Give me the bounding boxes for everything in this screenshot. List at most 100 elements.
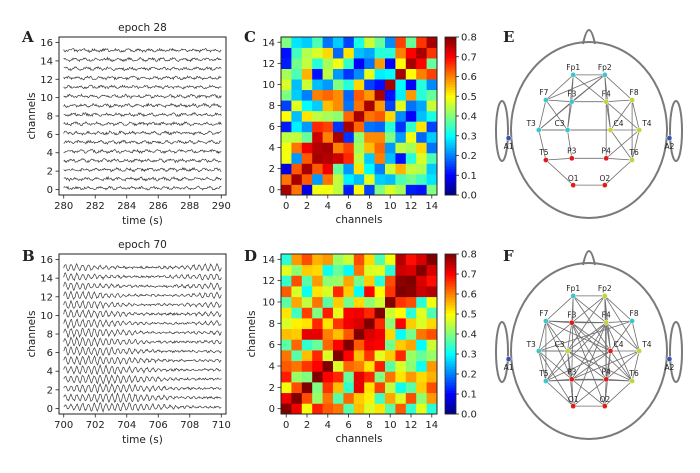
heatmap-cell <box>312 100 323 112</box>
heatmap-cell <box>281 339 292 351</box>
heatmap-cell <box>353 37 365 48</box>
heatmap-cell <box>301 131 313 143</box>
y-tick-label: 8 <box>47 330 53 341</box>
x-tick-label: 700 <box>54 420 73 431</box>
heatmap-cell <box>312 318 323 330</box>
heatmap-cell <box>416 100 427 112</box>
heatmap-cell <box>343 100 355 112</box>
heatmap-cell <box>385 403 396 415</box>
electrode-node <box>636 127 643 133</box>
right-ear-outline <box>669 321 683 383</box>
connection-edge <box>567 322 607 352</box>
colorbar-segment <box>445 302 456 306</box>
heatmap-cell <box>353 152 365 164</box>
heatmap-cell <box>312 152 323 164</box>
heatmap-cell <box>291 360 303 372</box>
colorbar-segment <box>445 126 456 130</box>
heatmap-cell <box>374 79 386 91</box>
heatmap-cell <box>416 37 427 48</box>
y-tick-label: 16 <box>40 255 53 266</box>
heatmap-cell <box>374 371 386 383</box>
heatmap-cell <box>281 371 292 383</box>
y-tick-label: 4 <box>269 362 275 373</box>
heatmap-cell <box>426 142 438 154</box>
heatmap-cell <box>322 142 334 154</box>
colorbar-segment <box>445 376 456 380</box>
electrode-node <box>568 155 575 162</box>
heatmap-cell <box>333 275 344 287</box>
heatmap-cell <box>405 68 417 80</box>
heatmap-cell <box>426 131 438 143</box>
colorbar-tick-label: 0.6 <box>461 290 477 301</box>
heatmap-cell <box>353 286 365 298</box>
connection-edge <box>604 74 633 101</box>
head-outline <box>510 41 668 219</box>
eeg-trace <box>63 65 222 72</box>
heatmap-cell <box>353 110 365 122</box>
eeg-trace <box>63 336 222 348</box>
colorbar-segment <box>445 323 456 327</box>
heatmap-cell <box>374 254 386 266</box>
heatmap-cell <box>416 307 427 319</box>
colorbar-segment <box>445 37 456 41</box>
heatmap-cell <box>395 286 407 298</box>
heatmap-cell <box>322 307 334 319</box>
connection-edge <box>605 322 633 382</box>
heatmap-cell <box>301 68 313 80</box>
y-tick-label: 6 <box>47 130 53 141</box>
heatmap-cell <box>312 110 323 122</box>
heatmap-cell <box>322 254 334 266</box>
electrode-label: C4 <box>614 119 624 128</box>
heatmap-cell <box>353 142 365 154</box>
electrode-node <box>666 356 673 362</box>
heatmap-cell <box>385 163 396 175</box>
eeg-trace <box>63 262 222 272</box>
colorbar-segment <box>445 299 456 303</box>
heatmap-cell <box>281 89 292 101</box>
electrode-node <box>666 135 673 141</box>
connection-edge <box>572 378 607 407</box>
colorbar-segment <box>445 184 456 188</box>
colorbar-segment <box>445 400 456 404</box>
heatmap-cell <box>333 37 344 48</box>
colorbar-segment <box>445 339 456 343</box>
electrode-label: T3 <box>525 340 536 349</box>
eeg-trace <box>63 47 222 54</box>
heatmap-cell <box>385 318 396 330</box>
heatmap-cell <box>385 68 396 80</box>
heatmap-cell <box>322 382 334 394</box>
heatmap-cell <box>364 254 375 266</box>
connection-edge <box>571 322 633 382</box>
electrode-label: T6 <box>628 369 639 378</box>
heatmap-cell <box>353 89 365 101</box>
heatmap-cell <box>353 328 365 340</box>
colorbar-tick-label: 0.3 <box>461 350 477 361</box>
eeg-trace <box>63 271 222 282</box>
panel-label: D <box>244 247 257 265</box>
heatmap-cell <box>364 403 375 415</box>
heatmap-cell <box>395 339 407 351</box>
colorbar-segment <box>445 272 456 276</box>
connection-edge <box>538 322 573 352</box>
heatmap-cell <box>322 328 334 340</box>
x-tick-label: 10 <box>384 420 397 431</box>
heatmap-cell <box>364 318 375 330</box>
electrode-label: P4 <box>602 146 612 155</box>
eeg-trace <box>63 111 222 118</box>
heatmap-cell <box>353 58 365 69</box>
eeg-trace <box>63 308 222 320</box>
heatmap-cell <box>405 392 417 404</box>
colorbar-segment <box>445 360 456 364</box>
panel-label: C <box>244 28 256 46</box>
colorbar-segment <box>445 310 456 314</box>
heatmap-cell <box>385 100 396 112</box>
heatmap-cell <box>333 307 344 319</box>
connection-edge <box>605 322 611 352</box>
connection-edge <box>538 101 573 131</box>
colorbar-tick-label: 0.2 <box>461 151 477 162</box>
heatmap-cell <box>333 392 344 404</box>
heatmap-cell <box>426 68 438 80</box>
heatmap-cell <box>395 382 407 394</box>
heatmap-cell <box>426 100 438 112</box>
colorbar-segment <box>445 254 456 258</box>
